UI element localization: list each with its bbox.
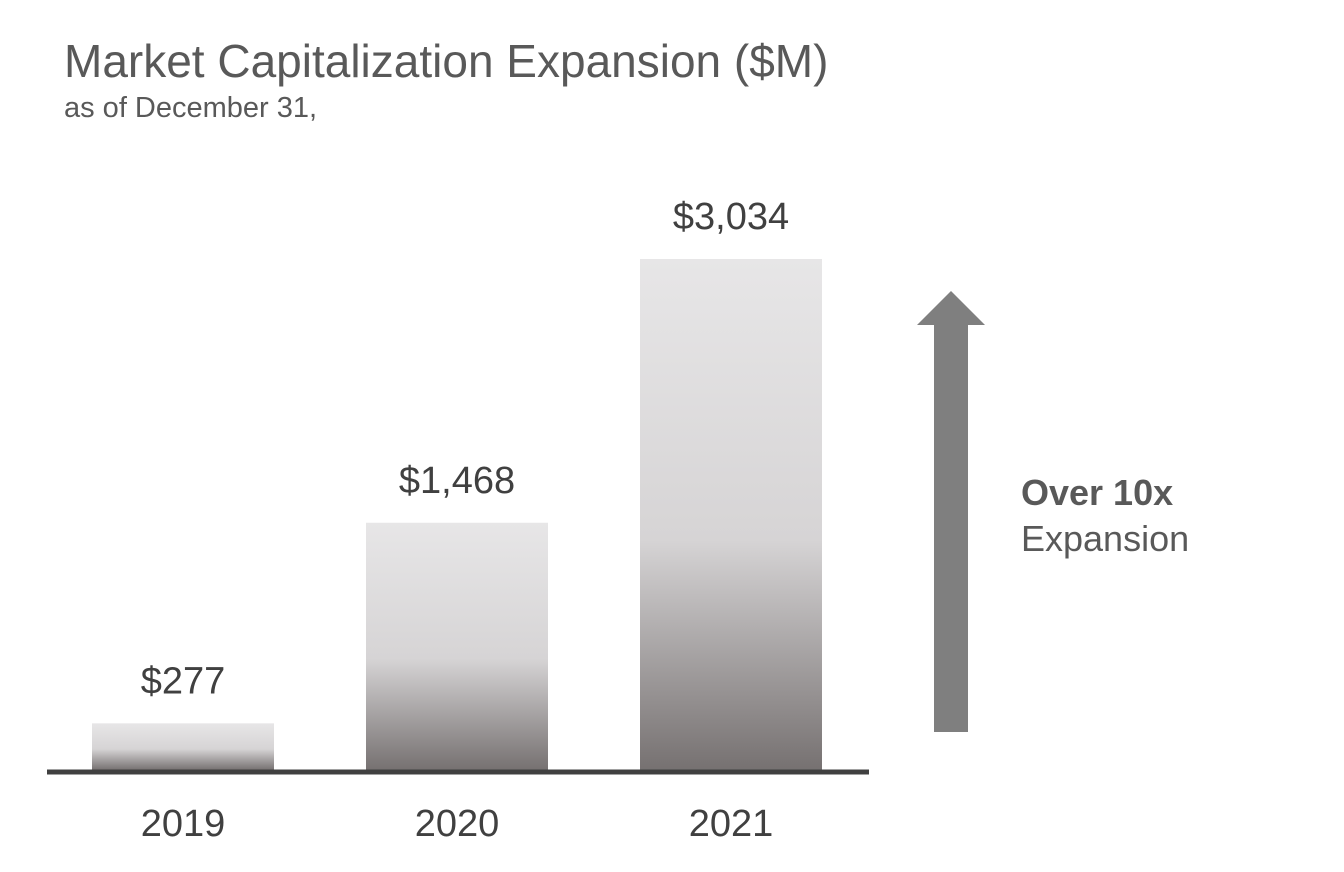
x-tick-label-2021: 2021 [689,803,774,845]
bar-2019 [92,723,274,770]
up-arrow-icon [917,291,985,732]
data-label-2019: $277 [141,660,226,702]
callout-label: Expansion [1021,518,1190,559]
chart-title: Market Capitalization Expansion ($M) [64,35,829,87]
x-tick-label-2020: 2020 [415,803,500,845]
x-tick-label-2019: 2019 [141,803,226,845]
callout-multiplier: Over 10x [1021,472,1174,513]
data-label-2020: $1,468 [399,460,515,502]
chart-subtitle: as of December 31, [64,92,318,124]
bar-2020 [366,522,548,770]
data-label-2021: $3,034 [673,196,789,238]
bar-2021 [640,259,822,770]
